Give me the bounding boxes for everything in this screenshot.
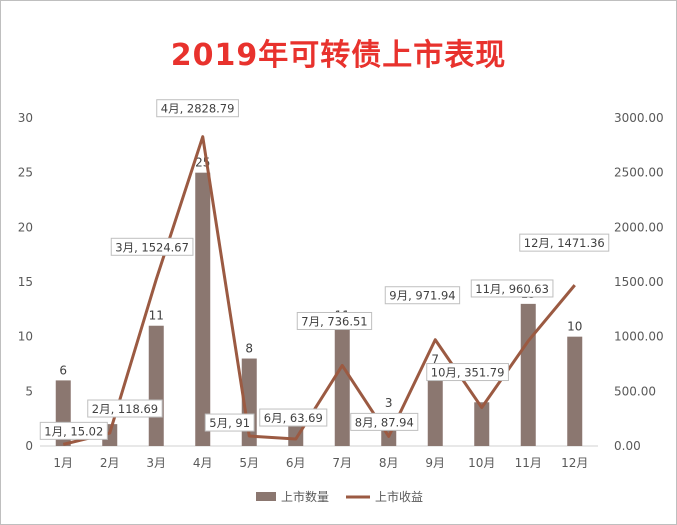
line-data-label: 8月, 87.94	[355, 415, 414, 429]
x-tick-label: 8月	[379, 456, 399, 470]
y-left-tick-label: 10	[18, 330, 33, 344]
x-tick-label: 1月	[53, 456, 73, 470]
legend-label: 上市数量	[281, 489, 329, 504]
line-data-label: 7月, 736.51	[301, 314, 367, 328]
y-right-tick-label: 1000.00	[614, 330, 664, 344]
y-right-tick-label: 0.00	[614, 439, 641, 453]
line-data-label: 10月, 351.79	[431, 366, 505, 380]
y-left-tick-label: 20	[18, 220, 33, 234]
line-data-label: 6月, 63.69	[264, 411, 323, 425]
line-data-label-box	[296, 311, 373, 330]
y-left-tick-label: 15	[18, 275, 33, 289]
x-tick-label: 11月	[515, 456, 542, 470]
line-data-label-box	[259, 408, 328, 427]
bar-data-label: 7	[431, 352, 439, 366]
line-data-label-box	[110, 237, 194, 256]
x-tick-label: 10月	[468, 456, 495, 470]
y-right-tick-label: 2500.00	[614, 166, 664, 180]
y-left-tick-label: 0	[25, 439, 33, 453]
x-tick-label: 12月	[561, 456, 588, 470]
bar	[427, 369, 443, 446]
bar-data-label: 6	[59, 363, 67, 377]
y-left-tick-label: 5	[25, 384, 33, 398]
line-data-label: 3月, 1524.67	[115, 240, 189, 254]
line-series-path	[62, 135, 576, 446]
y-right-tick-label: 2000.00	[614, 220, 664, 234]
x-tick-label: 3月	[146, 456, 166, 470]
line-data-label-box	[470, 279, 554, 298]
line-data-label: 5月, 91	[209, 416, 250, 430]
chart-title: 2019年可转债上市表现	[170, 38, 507, 73]
x-tick-label: 6月	[286, 456, 306, 470]
line-data-label: 4月, 2828.79	[161, 102, 235, 116]
line-data-label-box	[519, 233, 610, 252]
bar	[520, 303, 536, 446]
line-data-label: 1月, 15.02	[44, 424, 103, 438]
line-data-label: 9月, 971.94	[389, 289, 455, 303]
line-data-label: 12月, 1471.36	[524, 236, 605, 250]
x-tick-label: 4月	[193, 456, 213, 470]
line-data-label-box	[39, 421, 108, 440]
line-data-label-box	[350, 412, 419, 431]
y-right-tick-label: 3000.00	[614, 111, 664, 125]
x-tick-label: 2月	[100, 456, 120, 470]
bar	[195, 172, 211, 446]
bar-data-label: 8	[245, 342, 253, 356]
line-data-label-box	[384, 286, 461, 305]
y-right-tick-label: 1500.00	[614, 275, 664, 289]
line-data-label-box	[426, 363, 509, 382]
x-tick-label: 5月	[239, 456, 259, 470]
bar-data-label: 11	[149, 309, 164, 323]
bar	[334, 325, 350, 446]
bar	[148, 325, 164, 446]
x-tick-label: 9月	[425, 456, 445, 470]
line-data-label: 11月, 960.63	[475, 282, 549, 296]
bar-data-label: 3	[385, 396, 393, 410]
bar	[288, 424, 304, 446]
y-right-tick-label: 500.00	[614, 384, 656, 398]
bar	[567, 336, 583, 446]
line-data-label: 2月, 118.69	[92, 402, 158, 416]
bar-data-label: 10	[567, 320, 582, 334]
line-data-label-box	[156, 99, 239, 118]
legend-bar-swatch	[256, 492, 276, 501]
bar	[474, 402, 490, 446]
line-data-label-box	[204, 413, 255, 432]
y-left-tick-label: 30	[18, 111, 33, 125]
line-data-label-box	[87, 399, 163, 418]
x-tick-label: 7月	[332, 456, 352, 470]
legend-label: 上市收益	[375, 489, 423, 504]
y-left-tick-label: 25	[18, 166, 33, 180]
